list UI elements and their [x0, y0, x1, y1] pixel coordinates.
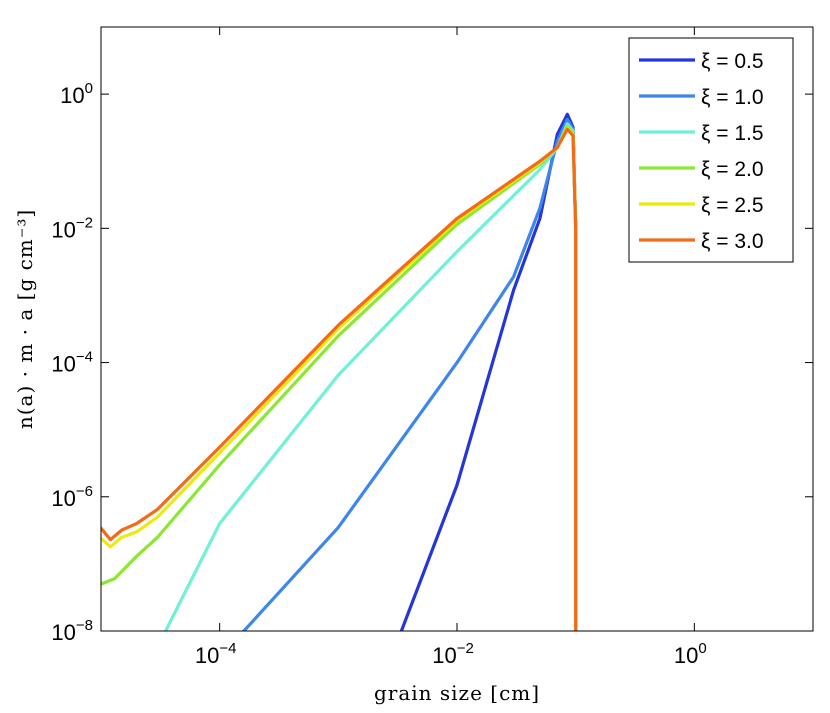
plot-lines [101, 112, 578, 631]
y-axis-label: n(a) · m · a [g cm⁻³] [13, 209, 37, 429]
y-tick-base: 10 [51, 352, 75, 377]
y-tick-exponent: −8 [76, 617, 93, 634]
series-line-4 [101, 124, 578, 631]
y-tick-label-5: 100 [60, 80, 93, 108]
series-line-3 [164, 122, 578, 631]
legend: ξ = 0.5 ξ = 1.0 ξ = 1.5 ξ = 2.0 ξ = 2.5 ξ = 3… [628, 37, 794, 263]
y-tick-base: 10 [51, 486, 75, 511]
y-tick-label-4: 10−2 [51, 214, 93, 242]
x-tick-base: 10 [195, 643, 219, 668]
legend-entry-4: ξ = 2.0 [701, 158, 764, 181]
x-tick-exponent: −4 [219, 640, 236, 657]
legend-entry-5: ξ = 2.5 [701, 194, 764, 217]
y-tick-base: 10 [60, 83, 84, 108]
x-tick-label-2: 10−2 [432, 640, 474, 668]
y-tick-exponent: −4 [76, 349, 93, 366]
y-tick-label-3: 10−4 [51, 349, 93, 377]
x-tick-base: 10 [432, 643, 456, 668]
series-line-1 [399, 112, 578, 631]
series-line-6 [101, 127, 578, 631]
legend-entry-6: ξ = 3.0 [701, 230, 764, 253]
y-tick-label-2: 10−6 [51, 483, 93, 511]
legend-entry-2: ξ = 1.0 [701, 86, 764, 109]
x-tick-exponent: 0 [698, 640, 706, 657]
y-tick-label-1: 10−8 [51, 617, 93, 645]
x-tick-base: 10 [674, 643, 698, 668]
y-tick-base: 10 [51, 217, 75, 242]
x-tick-exponent: −2 [457, 640, 474, 657]
y-tick-exponent: −6 [76, 483, 93, 500]
x-tick-label-3: 100 [674, 640, 707, 668]
x-axis-label: grain size [cm] [374, 681, 540, 705]
y-tick-exponent: −2 [76, 214, 93, 231]
legend-box [628, 37, 794, 263]
axis-ticks [101, 27, 813, 632]
y-tick-base: 10 [51, 620, 75, 645]
x-tick-label-1: 10−4 [195, 640, 237, 668]
legend-entry-1: ξ = 0.5 [701, 50, 764, 73]
y-tick-exponent: 0 [85, 80, 93, 97]
legend-entry-3: ξ = 1.5 [701, 122, 764, 145]
